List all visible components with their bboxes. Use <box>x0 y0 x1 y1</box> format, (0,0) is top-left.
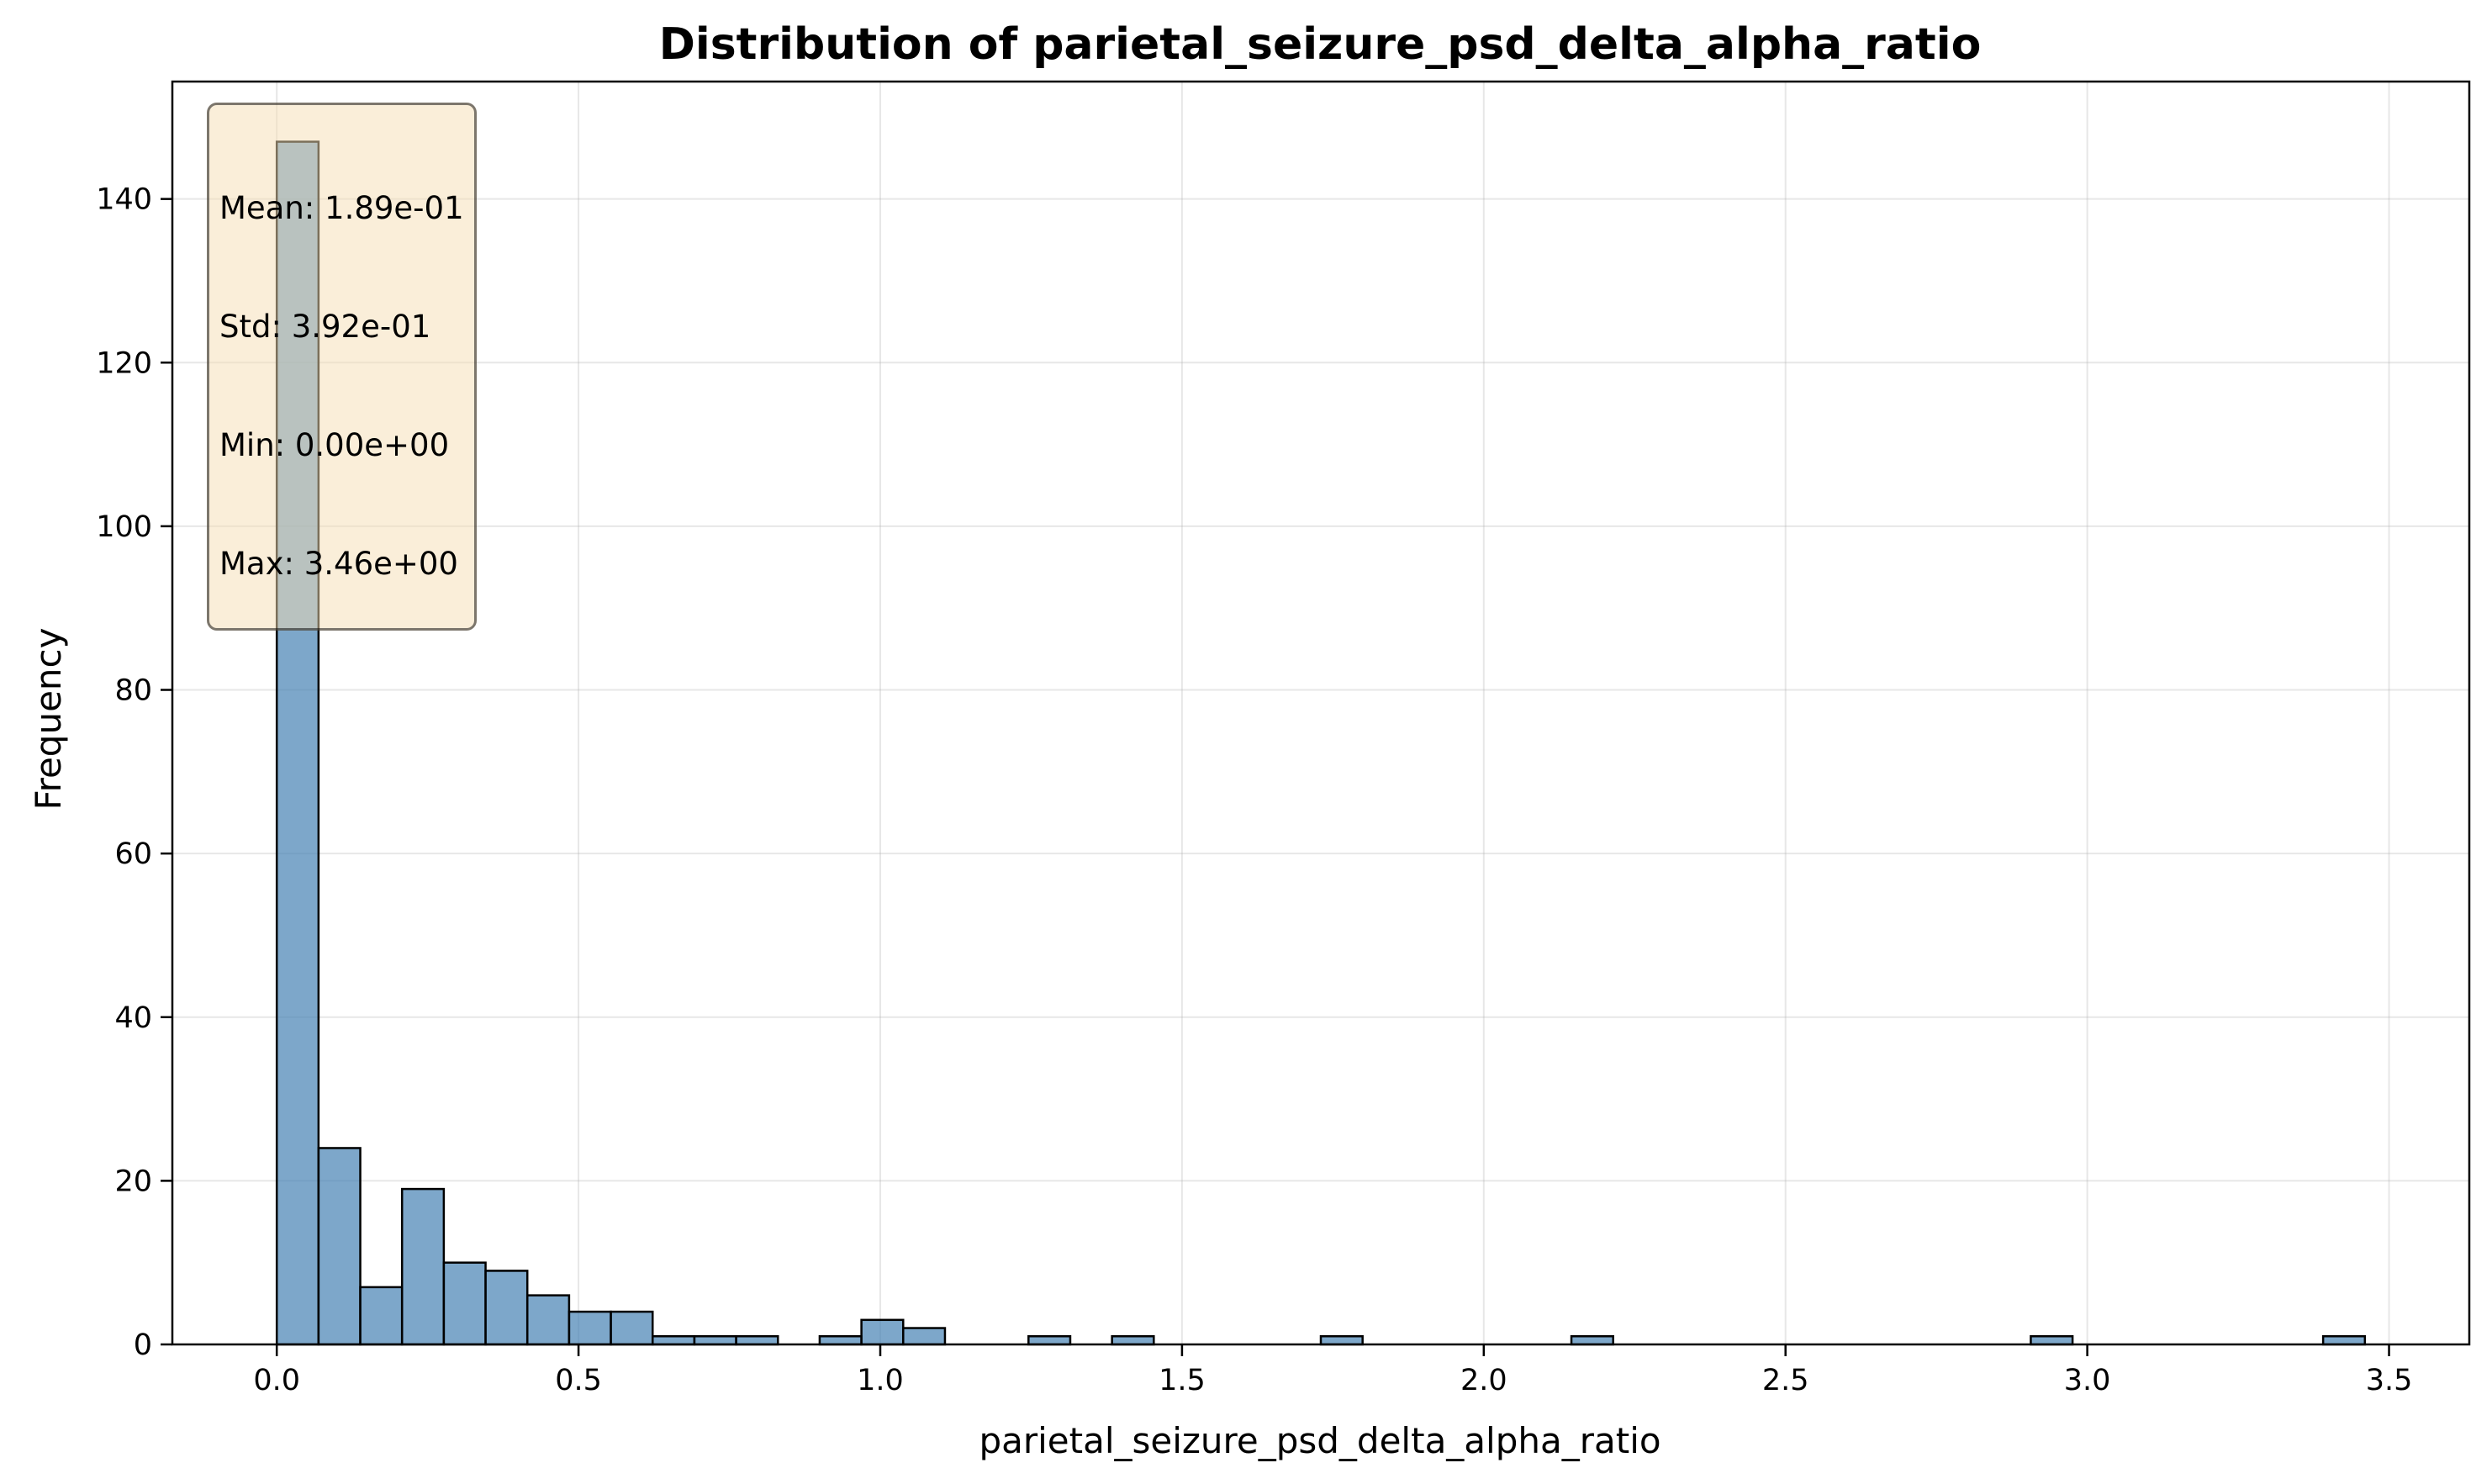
x-tick-label-4: 2.0 <box>1460 1364 1507 1397</box>
stats-box: Mean: 1.89e-01 Std: 3.92e-01 Min: 0.00e+… <box>207 103 477 631</box>
x-tick-label-1: 0.5 <box>555 1364 602 1397</box>
y-tick-label-6: 120 <box>96 346 152 380</box>
stats-std: Std: 3.92e-01 <box>219 309 431 345</box>
y-axis-ticks: 0 20 40 60 80 100 120 140 <box>96 183 172 1362</box>
y-tick-label-4: 80 <box>114 674 152 708</box>
y-tick-label-1: 20 <box>114 1164 152 1198</box>
histogram-bar-1 <box>317 1147 362 1346</box>
histogram-bar-15 <box>902 1327 947 1346</box>
chart-title: Distribution of parietal_seizure_psd_del… <box>659 19 1982 70</box>
histogram-bar-14 <box>860 1318 905 1346</box>
histogram-bar-3 <box>400 1187 446 1346</box>
histogram-bar-7 <box>568 1310 612 1346</box>
histogram-bar-2 <box>359 1286 404 1346</box>
histogram-bar-9 <box>651 1335 696 1346</box>
x-axis-label: parietal_seizure_psd_delta_alpha_ratio <box>979 1420 1660 1461</box>
histogram-bar-10 <box>693 1335 737 1346</box>
x-tick-label-2: 1.0 <box>857 1364 904 1397</box>
histogram-bar-5 <box>484 1270 529 1346</box>
stats-max: Max: 3.46e+00 <box>219 546 458 582</box>
histogram-bar-20 <box>1111 1335 1155 1346</box>
y-tick-label-2: 40 <box>114 1001 152 1035</box>
x-axis-ticks: 0.0 0.5 1.0 1.5 2.0 2.5 3.0 3.5 <box>253 1344 2412 1397</box>
histogram-bars <box>275 140 2367 1346</box>
stats-mean: Mean: 1.89e-01 <box>219 190 464 226</box>
x-tick-label-3: 1.5 <box>1159 1364 1206 1397</box>
y-tick-label-0: 0 <box>134 1328 152 1362</box>
y-tick-label-3: 60 <box>114 837 152 871</box>
x-tick-label-7: 3.5 <box>2366 1364 2413 1397</box>
histogram-bar-18 <box>1027 1335 1072 1346</box>
stats-min: Min: 0.00e+00 <box>219 427 450 463</box>
y-tick-label-5: 100 <box>96 510 152 544</box>
histogram-bar-13 <box>818 1335 863 1346</box>
grid-lines <box>172 82 2469 1345</box>
histogram-bar-25 <box>1319 1335 1364 1346</box>
histogram-bar-49 <box>2321 1335 2367 1346</box>
histogram-bar-6 <box>525 1294 571 1346</box>
histogram-bar-11 <box>735 1335 779 1346</box>
plot-frame <box>171 80 2471 1346</box>
x-tick-label-6: 3.0 <box>2064 1364 2111 1397</box>
x-tick-label-0: 0.0 <box>253 1364 300 1397</box>
histogram-bar-42 <box>2030 1335 2074 1346</box>
x-tick-label-5: 2.5 <box>1762 1364 1809 1397</box>
histogram-bar-4 <box>442 1261 487 1346</box>
y-axis-label: Frequency <box>28 628 69 811</box>
histogram-bar-31 <box>1570 1335 1614 1346</box>
histogram-bar-8 <box>610 1310 654 1346</box>
y-tick-label-7: 140 <box>96 183 152 217</box>
